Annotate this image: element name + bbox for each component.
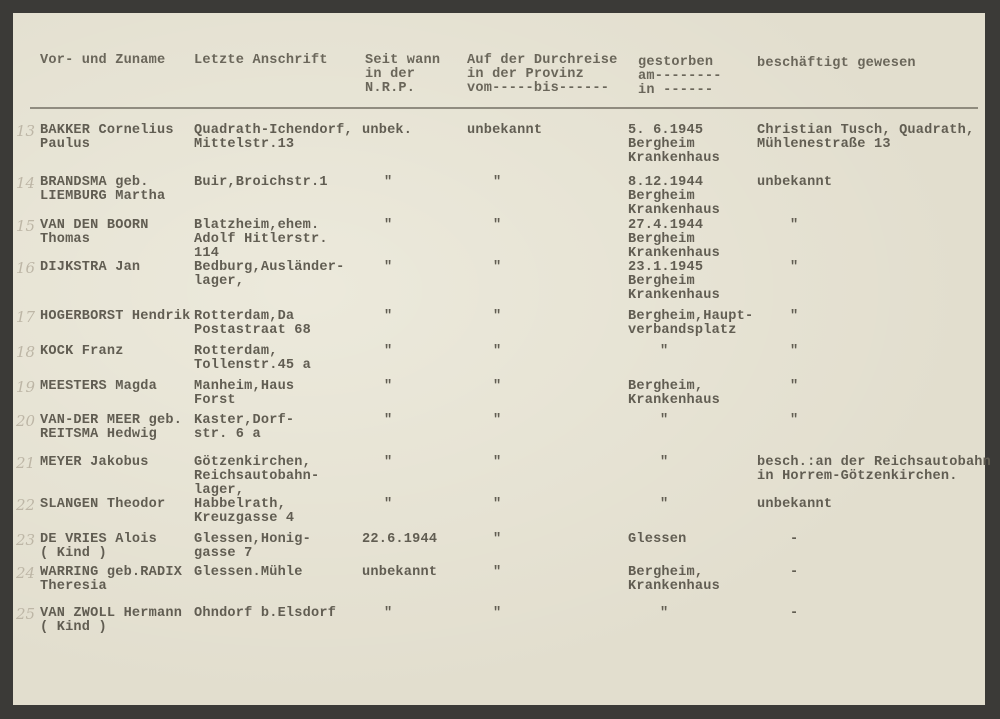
cell-address: Kaster,Dorf- str. 6 a (194, 413, 295, 442)
cell-since: " (384, 175, 393, 190)
cell-died: " (660, 606, 669, 621)
cell-address: Habbelrath, Kreuzgasse 4 (194, 497, 295, 526)
cell-address: Blatzheim,ehem. Adolf Hitlerstr. 114 (194, 218, 328, 261)
cell-name: MEYER Jakobus (40, 455, 149, 470)
cell-address: Rotterdam,Da Postastraat 68 (194, 309, 312, 338)
handwritten-row-number: 17 (16, 308, 36, 326)
cell-died: Bergheim,Haupt- verbandsplatz (628, 309, 754, 338)
cell-name: DE VRIES Alois ( Kind ) (40, 532, 158, 561)
handwritten-row-number: 21 (16, 454, 36, 472)
cell-transit: " (493, 260, 502, 275)
cell-died: " (660, 455, 669, 470)
cell-name: DIJKSTRA Jan (40, 260, 141, 275)
cell-employed: unbekannt (757, 175, 833, 190)
cell-died: Bergheim, Krankenhaus (628, 565, 720, 594)
cell-died: 8.12.1944 Bergheim Krankenhaus (628, 175, 720, 218)
cell-died: 23.1.1945 Bergheim Krankenhaus (628, 260, 720, 303)
header-address: Letzte Anschrift (194, 53, 328, 68)
cell-name: MEESTERS Magda (40, 379, 158, 394)
cell-address: Ohndorf b.Elsdorf (194, 606, 337, 621)
cell-since: 22.6.1944 (362, 532, 438, 547)
cell-address: Bedburg,Ausländer- lager, (194, 260, 345, 289)
cell-died: 5. 6.1945 Bergheim Krankenhaus (628, 123, 720, 166)
cell-transit: " (493, 344, 502, 359)
handwritten-row-number: 20 (16, 412, 36, 430)
cell-employed: " (790, 260, 799, 275)
handwritten-row-number: 22 (16, 496, 36, 514)
cell-address: Götzenkirchen, Reichsautobahn- lager, (194, 455, 320, 498)
cell-died: Bergheim, Krankenhaus (628, 379, 720, 408)
handwritten-row-number: 23 (16, 531, 36, 549)
cell-transit: unbekannt (467, 123, 543, 138)
handwritten-row-number: 14 (16, 174, 36, 192)
cell-employed: " (790, 413, 799, 428)
cell-name: KOCK Franz (40, 344, 124, 359)
cell-died: " (660, 413, 669, 428)
header-divider (30, 107, 978, 109)
cell-transit: " (493, 606, 502, 621)
handwritten-row-number: 24 (16, 564, 36, 582)
cell-since: unbekannt (362, 565, 438, 580)
cell-since: " (384, 497, 393, 512)
cell-transit: " (493, 497, 502, 512)
cell-transit: " (493, 175, 502, 190)
cell-employed: " (790, 309, 799, 324)
cell-name: VAN ZWOLL Hermann ( Kind ) (40, 606, 183, 635)
cell-employed: " (790, 218, 799, 233)
cell-since: " (384, 455, 393, 470)
cell-address: Quadrath-Ichendorf, Mittelstr.13 (194, 123, 353, 152)
cell-address: Rotterdam, Tollenstr.45 a (194, 344, 312, 373)
cell-employed: - (790, 606, 799, 621)
header-died: gestorben am-------- in ------ (638, 55, 722, 98)
header-name: Vor- und Zuname (40, 53, 166, 68)
cell-name: VAN DEN BOORN Thomas (40, 218, 149, 247)
cell-address: Buir,Broichstr.1 (194, 175, 328, 190)
cell-name: VAN-DER MEER geb. REITSMA Hedwig (40, 413, 183, 442)
cell-address: Glessen.Mühle (194, 565, 303, 580)
cell-name: WARRING geb.RADIX Theresia (40, 565, 183, 594)
cell-since: " (384, 309, 393, 324)
cell-transit: " (493, 532, 502, 547)
cell-transit: " (493, 455, 502, 470)
handwritten-row-number: 19 (16, 378, 36, 396)
cell-since: " (384, 606, 393, 621)
cell-name: HOGERBORST Hendrik (40, 309, 191, 324)
cell-employed: " (790, 344, 799, 359)
handwritten-row-number: 13 (16, 122, 36, 140)
cell-employed: besch.:an der Reichsautobahn in Horrem-G… (757, 455, 992, 484)
cell-died: Glessen (628, 532, 687, 547)
header-since: Seit wann in der N.R.P. (365, 53, 441, 96)
cell-transit: " (493, 309, 502, 324)
cell-address: Manheim,Haus Forst (194, 379, 295, 408)
handwritten-row-number: 18 (16, 343, 36, 361)
cell-employed: unbekannt (757, 497, 833, 512)
cell-died: " (660, 497, 669, 512)
cell-transit: " (493, 565, 502, 580)
cell-name: BAKKER Cornelius Paulus (40, 123, 174, 152)
handwritten-row-number: 15 (16, 217, 36, 235)
document-page (13, 13, 985, 705)
cell-name: SLANGEN Theodor (40, 497, 166, 512)
cell-employed: - (790, 565, 799, 580)
cell-employed: Christian Tusch, Quadrath, Mühlenestraße… (757, 123, 975, 152)
cell-employed: " (790, 379, 799, 394)
cell-name: BRANDSMA geb. LIEMBURG Martha (40, 175, 166, 204)
cell-transit: " (493, 379, 502, 394)
cell-since: " (384, 413, 393, 428)
handwritten-row-number: 16 (16, 259, 36, 277)
cell-since: unbek. (362, 123, 413, 138)
cell-since: " (384, 379, 393, 394)
cell-address: Glessen,Honig- gasse 7 (194, 532, 312, 561)
header-transit: Auf der Durchreise in der Provinz vom---… (467, 53, 618, 96)
cell-died: " (660, 344, 669, 359)
cell-transit: " (493, 413, 502, 428)
cell-since: " (384, 344, 393, 359)
header-employed: beschäftigt gewesen (757, 56, 916, 71)
cell-since: " (384, 218, 393, 233)
cell-transit: " (493, 218, 502, 233)
cell-since: " (384, 260, 393, 275)
cell-employed: - (790, 532, 799, 547)
handwritten-row-number: 25 (16, 605, 36, 623)
cell-died: 27.4.1944 Bergheim Krankenhaus (628, 218, 720, 261)
